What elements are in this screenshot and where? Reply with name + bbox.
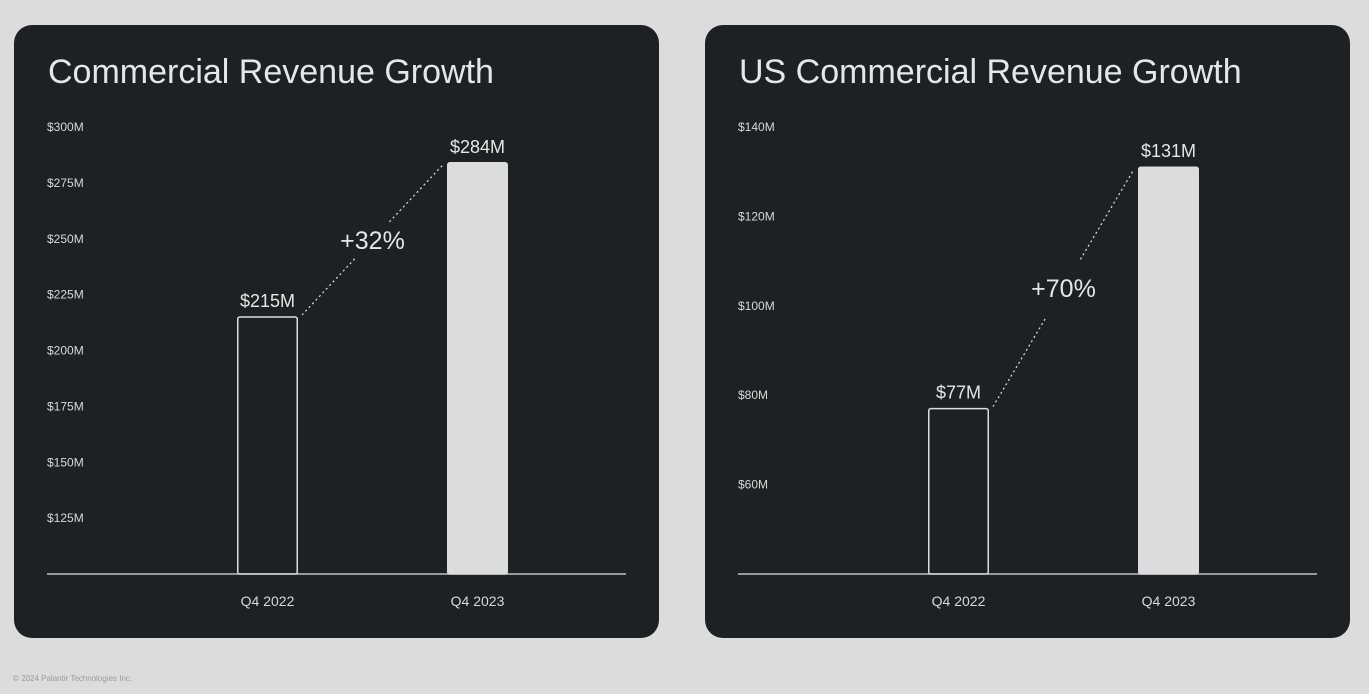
- bar-q4-2023: [1138, 166, 1199, 575]
- bar-chart: Commercial Revenue Growth $125M $150M $175M…: [47, 53, 626, 609]
- y-tick-label: $225M: [47, 288, 84, 302]
- y-tick-label: $250M: [47, 232, 84, 246]
- y-tick-label: $80M: [738, 388, 768, 402]
- bar-q4-2023: [447, 162, 508, 575]
- y-tick-label: $175M: [47, 399, 84, 413]
- chart-title: Commercial Revenue Growth: [48, 53, 494, 91]
- growth-connector-line: [1079, 168, 1135, 260]
- chart-title: US Commercial Revenue Growth: [739, 53, 1242, 91]
- us-commercial-revenue-chart-panel: US Commercial Revenue Growth $60M $80M $100…: [705, 25, 1350, 638]
- x-tick-label: Q4 2022: [241, 593, 295, 609]
- y-tick-label: $100M: [738, 299, 775, 313]
- bar-q4-2022: [237, 316, 298, 575]
- bar-chart: US Commercial Revenue Growth $60M $80M $100…: [738, 53, 1317, 609]
- y-tick-label: $150M: [47, 455, 84, 469]
- bar-value-label: $284M: [450, 137, 505, 157]
- bar-value-label: $131M: [1141, 141, 1196, 161]
- y-tick-label: $300M: [47, 120, 84, 134]
- growth-percentage-label: +70%: [1031, 275, 1096, 303]
- bar-value-label: $215M: [240, 291, 295, 311]
- y-tick-label: $275M: [47, 176, 84, 190]
- y-tick-label: $140M: [738, 120, 775, 134]
- copyright-footer: © 2024 Palantir Technologies Inc.: [13, 674, 133, 683]
- bar-q4-2022: [928, 407, 989, 575]
- growth-percentage-label: +32%: [340, 227, 405, 255]
- y-tick-label: $120M: [738, 209, 775, 223]
- y-tick-label: $125M: [47, 511, 84, 525]
- x-tick-label: Q4 2022: [932, 593, 986, 609]
- bar-value-label: $77M: [936, 383, 981, 403]
- growth-connector-line: [301, 257, 357, 316]
- x-tick-label: Q4 2023: [451, 593, 505, 609]
- growth-connector-line: [388, 164, 444, 223]
- y-tick-label: $200M: [47, 344, 84, 358]
- growth-connector-line: [992, 316, 1048, 407]
- y-tick-label: $60M: [738, 478, 768, 492]
- commercial-revenue-chart-panel: Commercial Revenue Growth $125M $150M $175M…: [14, 25, 659, 638]
- x-tick-label: Q4 2023: [1142, 593, 1196, 609]
